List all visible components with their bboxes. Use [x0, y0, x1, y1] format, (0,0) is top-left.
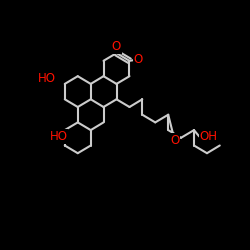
Text: OH: OH [199, 130, 217, 143]
Text: O: O [112, 40, 121, 53]
Text: O: O [134, 53, 143, 66]
Text: HO: HO [38, 72, 56, 85]
Text: O: O [170, 134, 179, 147]
Text: HO: HO [50, 130, 68, 143]
